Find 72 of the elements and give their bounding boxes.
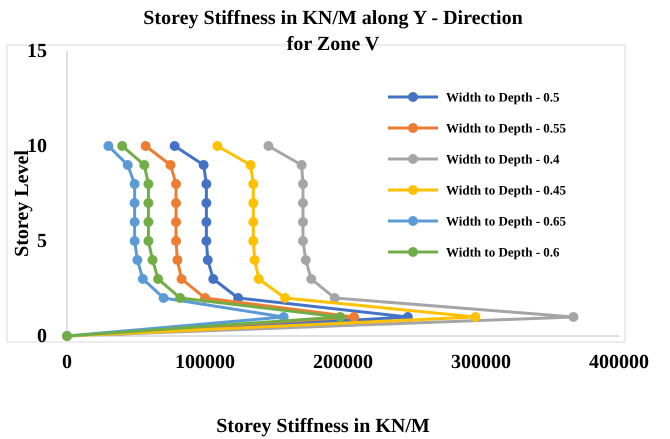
point xyxy=(130,217,140,227)
point xyxy=(250,255,260,265)
point xyxy=(470,312,480,322)
legend-label: Width to Depth - 0.65 xyxy=(446,214,567,228)
y-tick-label: 0 xyxy=(37,325,47,347)
point xyxy=(298,179,308,189)
point xyxy=(140,141,151,151)
point xyxy=(122,160,133,170)
point xyxy=(198,160,209,170)
legend-label: Width to Depth - 0.4 xyxy=(446,152,560,166)
point xyxy=(201,198,212,208)
point xyxy=(143,236,154,246)
point xyxy=(130,236,140,246)
point xyxy=(306,274,316,284)
point xyxy=(139,160,150,170)
point xyxy=(138,274,148,284)
point xyxy=(170,141,180,151)
point xyxy=(172,255,182,265)
x-axis-title: Storey Stiffness in KN/M xyxy=(216,415,430,437)
point xyxy=(171,236,182,246)
point xyxy=(143,217,154,227)
point xyxy=(148,255,158,265)
point xyxy=(166,160,176,170)
point xyxy=(280,293,290,303)
legend-label: Width to Depth - 0.55 xyxy=(446,120,567,136)
chart-title: Storey Stiffness in KN/M along Y - Direction for Zone V xyxy=(143,7,523,55)
legend-label: Width to Depth - 0.45 xyxy=(446,182,567,198)
point xyxy=(175,293,186,303)
point xyxy=(201,236,212,246)
point xyxy=(153,274,164,284)
point xyxy=(248,217,258,227)
point xyxy=(201,217,212,227)
point xyxy=(103,141,114,151)
point xyxy=(263,141,274,151)
point xyxy=(201,179,212,189)
point xyxy=(248,236,258,246)
point xyxy=(248,198,258,208)
point xyxy=(246,160,256,170)
legend-label: Width to Depth - 0.6 xyxy=(446,244,560,260)
point xyxy=(335,312,346,322)
point xyxy=(298,217,308,227)
legend-label: Width to Depth - 0.5 xyxy=(446,90,560,104)
x-tick-label: 400000 xyxy=(589,351,649,373)
point xyxy=(143,179,154,189)
point xyxy=(248,179,258,189)
x-tick-label: 0 xyxy=(62,351,72,373)
point xyxy=(300,255,311,265)
point xyxy=(254,274,264,284)
point xyxy=(171,217,182,227)
y-tick-label: 5 xyxy=(37,230,47,252)
point xyxy=(349,312,360,322)
y-tick-label: 10 xyxy=(27,135,47,157)
point xyxy=(171,198,182,208)
point xyxy=(176,274,187,284)
point xyxy=(298,198,308,208)
point xyxy=(143,198,154,208)
point xyxy=(208,274,218,284)
point xyxy=(171,179,182,189)
x-tick-label: 300000 xyxy=(451,351,511,373)
point xyxy=(568,312,578,322)
point xyxy=(158,293,169,303)
point xyxy=(202,255,213,265)
point xyxy=(117,141,128,151)
point xyxy=(132,255,142,265)
x-tick-label: 200000 xyxy=(313,351,373,373)
x-tick-label: 100000 xyxy=(175,351,235,373)
y-tick-label: 15 xyxy=(27,40,47,62)
point xyxy=(130,198,140,208)
point xyxy=(130,179,140,189)
point xyxy=(298,236,308,246)
point xyxy=(296,160,307,170)
point xyxy=(212,141,222,151)
